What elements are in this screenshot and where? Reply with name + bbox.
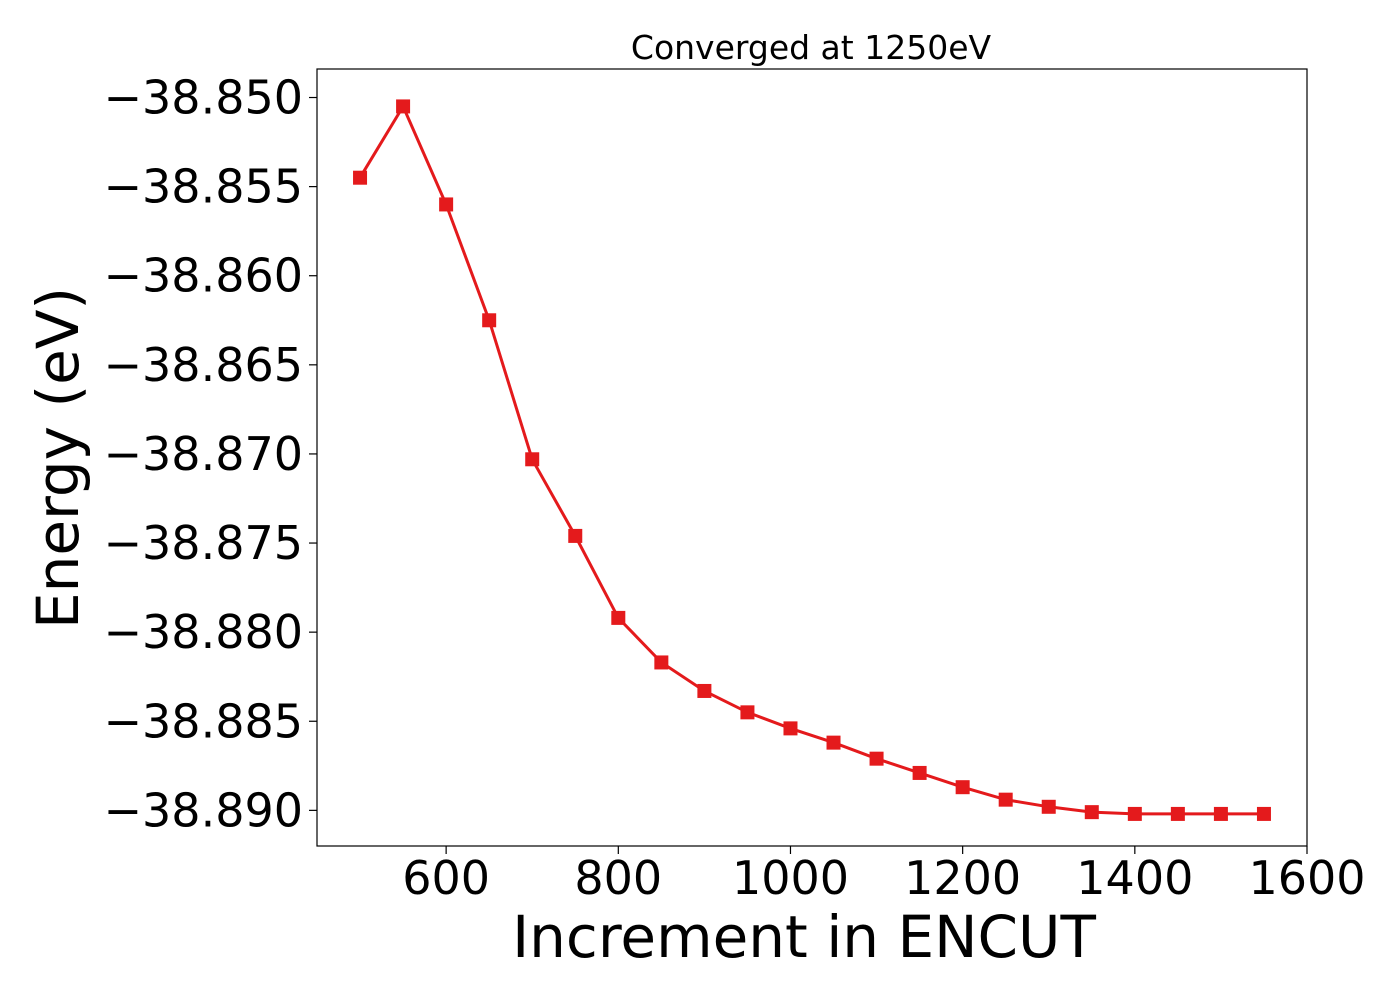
data-point	[1041, 799, 1056, 814]
y-tick-label: −38.865	[104, 338, 304, 392]
x-tick-label: 1400	[1076, 851, 1193, 905]
series-layer	[353, 99, 1271, 821]
y-tick-label: −38.875	[104, 516, 304, 570]
y-tick-label: −38.885	[104, 694, 304, 748]
data-point	[998, 792, 1013, 807]
data-point	[396, 99, 411, 114]
x-tick-label: 1200	[904, 851, 1021, 905]
data-point	[1256, 806, 1271, 821]
x-axis-label: Increment in ENCUT	[512, 903, 1096, 971]
y-axis: −38.850 −38.855 −38.860 −38.865 −38.870 −38.8…	[104, 71, 317, 837]
x-tick-label: 1000	[732, 851, 849, 905]
data-point	[740, 705, 755, 720]
data-point	[439, 197, 454, 212]
plot-area: 600 800 1000 1200 1400 1600 −38.850−38.855−38…	[104, 68, 1366, 905]
data-point	[955, 780, 970, 795]
y-tick-label: −38.860	[104, 249, 304, 303]
chart-title: Converged at 1250eV	[631, 28, 992, 67]
y-axis-label: Energy (eV)	[24, 287, 92, 629]
data-point	[1084, 805, 1099, 820]
data-point	[568, 528, 583, 543]
x-axis: 600 800 1000 1200 1400 1600	[402, 846, 1366, 905]
data-point	[912, 765, 927, 780]
y-tick-label: −38.855	[104, 160, 304, 214]
data-point	[353, 170, 368, 185]
y-tick-label: −38.870	[104, 427, 304, 481]
data-point	[654, 655, 669, 670]
data-point	[826, 735, 841, 750]
y-tick-label: −38.880	[104, 605, 304, 659]
data-point	[611, 610, 626, 625]
data-point	[1170, 806, 1185, 821]
y-tick-label: −38.890	[104, 783, 304, 837]
x-tick-label: 1600	[1248, 851, 1365, 905]
x-tick-label: 800	[574, 851, 662, 905]
data-point	[783, 721, 798, 736]
series-line	[358, 103, 1264, 816]
data-point	[482, 313, 497, 328]
data-point	[697, 683, 712, 698]
data-point	[1213, 806, 1228, 821]
data-point	[1127, 806, 1142, 821]
y-tick-label: −38.850	[104, 71, 304, 125]
axes-frame	[316, 68, 1308, 847]
data-point	[869, 751, 884, 766]
data-point	[525, 452, 540, 467]
x-tick-label: 600	[402, 851, 490, 905]
